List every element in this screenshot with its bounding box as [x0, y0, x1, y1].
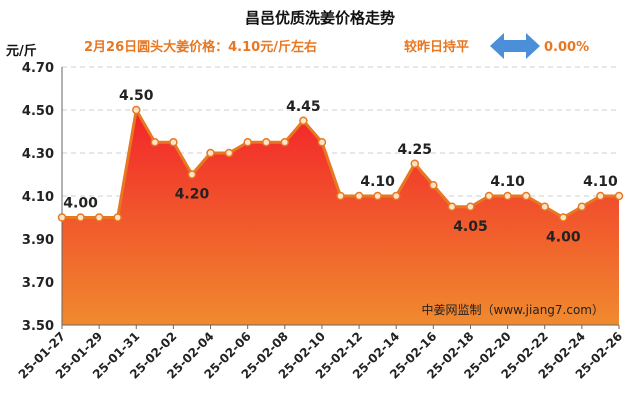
data-point	[484, 191, 494, 201]
data-label: 4.00	[546, 230, 581, 246]
data-point	[466, 202, 475, 211]
data-point	[243, 138, 252, 147]
data-point	[76, 213, 85, 222]
data-point	[113, 213, 122, 222]
y-tick-label: 4.50	[22, 104, 54, 119]
data-point	[150, 138, 160, 147]
x-axis-ticks: 25-01-2725-01-2925-01-3125-02-0225-02-04…	[16, 325, 625, 382]
data-point	[187, 170, 197, 179]
data-label: 4.25	[397, 142, 432, 158]
data-label: 4.10	[360, 174, 395, 190]
y-axis-ticks: 3.50 3.70 3.90 4.10 4.30 4.50 4.70	[22, 61, 54, 334]
data-point	[614, 191, 624, 201]
data-label: 4.20	[175, 187, 210, 203]
data-point	[299, 116, 308, 125]
axes	[61, 67, 619, 326]
data-point	[354, 191, 364, 201]
data-point	[261, 138, 271, 147]
data-point	[169, 138, 178, 147]
data-point	[94, 213, 104, 222]
data-point	[577, 202, 587, 211]
y-tick-label: 4.70	[22, 61, 54, 76]
data-point	[391, 191, 401, 201]
price-note: 2月26日圆头大姜价格：4.10元/斤左右	[84, 39, 317, 55]
data-point	[540, 202, 549, 211]
chart-title: 昌邑优质洗姜价格走势	[245, 9, 395, 27]
data-point	[206, 148, 215, 158]
data-point	[521, 191, 531, 201]
source-note: 中姜网监制（www.jiang7.com）	[422, 302, 604, 317]
y-tick-label: 3.50	[22, 319, 54, 334]
data-label: 4.50	[119, 88, 154, 104]
data-point	[317, 138, 327, 147]
change-percent: 0.00%	[544, 40, 589, 55]
price-area	[62, 110, 619, 325]
data-point	[280, 138, 290, 147]
data-label: 4.10	[490, 174, 525, 190]
y-tick-label: 4.30	[22, 147, 54, 162]
data-point	[410, 159, 420, 168]
data-label: 4.05	[453, 219, 488, 235]
data-point	[57, 213, 67, 222]
data-point	[559, 213, 568, 222]
series-area	[62, 110, 619, 325]
data-point	[596, 191, 605, 201]
data-point	[224, 148, 234, 158]
data-labels: 4.004.504.204.454.104.254.054.104.004.10	[63, 88, 618, 246]
data-point	[429, 181, 438, 190]
data-label: 4.45	[286, 99, 321, 115]
data-point	[447, 202, 457, 211]
double-arrow-icon	[490, 33, 540, 59]
y-tick-label: 3.90	[22, 233, 54, 248]
y-tick-label: 4.10	[22, 190, 54, 205]
data-label: 4.00	[63, 196, 98, 212]
trend-note: 较昨日持平	[404, 39, 469, 55]
data-point	[503, 191, 512, 201]
data-point	[336, 191, 345, 201]
data-point	[132, 105, 141, 115]
data-label: 4.10	[583, 174, 618, 190]
y-unit-label: 元/斤	[6, 43, 37, 59]
data-markers	[57, 105, 624, 222]
data-point	[373, 191, 382, 201]
y-tick-label: 3.70	[22, 276, 54, 291]
